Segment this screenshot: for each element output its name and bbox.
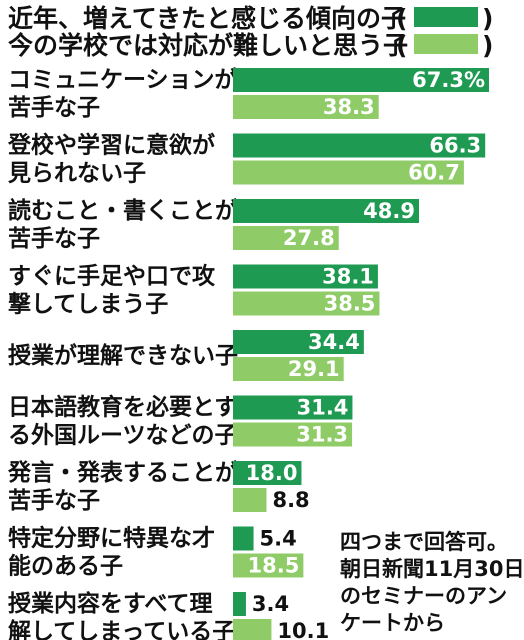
category-label-3-line-2: 苦手な子 bbox=[8, 226, 100, 252]
category-label-6-line-2: る外国ルーツなどの子 bbox=[8, 422, 238, 449]
value-label-difficult-3: 27.8 bbox=[283, 226, 335, 250]
note-line-2: 朝日新聞11月30日 bbox=[340, 557, 524, 581]
legend-swatch-1 bbox=[414, 7, 478, 27]
value-label-difficult-1: 38.3 bbox=[323, 95, 375, 119]
legend-paren-close-1: ) bbox=[482, 4, 493, 33]
category-label-7-line-2: 苦手な子 bbox=[8, 488, 100, 514]
value-label-increasing-7: 18.0 bbox=[246, 461, 298, 485]
value-label-increasing-8: 5.4 bbox=[260, 527, 297, 551]
category-label-3-line-1: 読むこと・書くことが bbox=[8, 197, 238, 224]
bar-increasing-1 bbox=[233, 68, 489, 92]
category-label-1-line-2: 苦手な子 bbox=[8, 95, 100, 121]
value-label-increasing-1: 67.3% bbox=[412, 68, 485, 92]
value-label-increasing-5: 34.4 bbox=[308, 330, 360, 354]
bar-difficult-5 bbox=[233, 357, 344, 381]
value-label-increasing-3: 48.9 bbox=[363, 199, 415, 223]
bar-increasing-6 bbox=[233, 395, 353, 420]
category-label-2-line-1: 登校や学習に意欲が bbox=[7, 132, 215, 159]
category-label-1-line-1: コミュニケーションが bbox=[8, 66, 238, 93]
value-label-difficult-6: 31.3 bbox=[296, 423, 348, 447]
value-label-difficult-2: 60.7 bbox=[408, 161, 460, 185]
category-label-4-line-1: すぐに手足や口で攻 bbox=[8, 263, 216, 290]
value-label-difficult-8: 18.5 bbox=[248, 554, 300, 578]
category-label-8-line-1: 特定分野に特異な才 bbox=[8, 525, 215, 552]
category-label-8-line-2: 能のある子 bbox=[8, 553, 123, 580]
legend-paren-open-1: ( bbox=[396, 4, 407, 33]
value-label-increasing-9: 3.4 bbox=[252, 592, 289, 616]
category-label-9-line-1: 授業内容をすべて理 bbox=[8, 590, 212, 617]
note-line-4: ケートから bbox=[340, 611, 445, 635]
note-line-3: のセミナーのアン bbox=[340, 584, 507, 608]
value-label-increasing-6: 31.4 bbox=[297, 396, 349, 420]
note-line-1: 四つまで回答可。 bbox=[340, 530, 508, 554]
category-label-9-line-2: 解してしまっている子 bbox=[8, 618, 235, 640]
bar-increasing-3 bbox=[233, 199, 420, 223]
value-label-increasing-4: 38.1 bbox=[322, 265, 374, 289]
bar-difficult-9 bbox=[233, 619, 272, 640]
category-label-5: 授業が理解できない子 bbox=[8, 342, 238, 369]
bar-increasing-4 bbox=[233, 264, 378, 289]
bar-increasing-9 bbox=[233, 592, 246, 616]
category-label-2-line-2: 見られない子 bbox=[8, 161, 146, 187]
legend-paren-close-2: ) bbox=[482, 31, 493, 60]
bar-increasing-7 bbox=[233, 461, 302, 485]
legend-label-1: 近年、増えてきたと感じる傾向の子 bbox=[8, 4, 406, 33]
bar-difficult-1 bbox=[233, 95, 379, 119]
value-label-difficult-9: 10.1 bbox=[277, 619, 329, 640]
category-label-4-line-2: 撃してしまう子 bbox=[8, 292, 168, 318]
bar-difficult-6 bbox=[233, 422, 353, 447]
bar-increasing-2 bbox=[233, 133, 486, 158]
category-label-6-line-1: 日本語教育を必要とす bbox=[8, 394, 237, 421]
value-label-difficult-4: 38.5 bbox=[324, 292, 376, 316]
legend-paren-open-2: ( bbox=[396, 31, 407, 60]
bar-difficult-8 bbox=[233, 553, 304, 578]
legend-swatch-2 bbox=[414, 34, 478, 54]
value-label-difficult-5: 29.1 bbox=[288, 357, 340, 381]
legend-label-2: 今の学校では対応が難しいと思う子 bbox=[8, 31, 408, 60]
value-label-difficult-7: 8.8 bbox=[272, 488, 309, 512]
category-label-7-line-1: 発言・発表することが bbox=[7, 459, 238, 486]
value-label-increasing-2: 66.3 bbox=[429, 134, 481, 158]
bar-difficult-7 bbox=[233, 488, 267, 512]
bar-increasing-8 bbox=[233, 526, 254, 551]
bar-difficult-4 bbox=[233, 291, 380, 316]
bar-increasing-5 bbox=[233, 330, 364, 354]
bar-difficult-2 bbox=[233, 160, 464, 185]
bar-difficult-3 bbox=[233, 226, 339, 250]
